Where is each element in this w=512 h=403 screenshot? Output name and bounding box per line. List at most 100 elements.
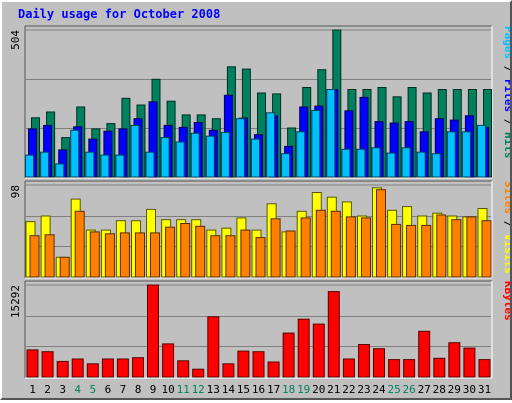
x-tick-label: 27 (418, 383, 431, 396)
bar-pages-day-17 (266, 112, 276, 178)
bar-pages-day-23 (356, 148, 366, 178)
bar-kbytes-day-7 (116, 358, 129, 378)
x-tick-label: 23 (357, 383, 370, 396)
bar-pages-day-24 (371, 147, 381, 178)
bar-kbytes-day-21 (327, 291, 340, 378)
chart-title: Daily usage for October 2008 (18, 7, 220, 21)
bar-sites-day-29 (451, 219, 462, 278)
bar-kbytes-day-2 (41, 351, 54, 378)
bar-sites-day-14 (225, 235, 236, 278)
x-tick-label: 26 (402, 383, 415, 396)
panel-3: 15292 KBytes (9, 280, 512, 379)
x-tick-label: 29 (448, 383, 461, 396)
bar-kbytes-day-16 (252, 351, 265, 378)
bar-pages-day-26 (401, 147, 411, 178)
bar-sites-day-23 (361, 217, 371, 278)
bar-pages-day-18 (281, 153, 291, 178)
x-tick-label: 30 (463, 383, 476, 396)
bar-pages-day-6 (100, 154, 110, 178)
x-tick-label: 9 (150, 383, 157, 396)
bar-sites-day-11 (180, 223, 191, 278)
bar-pages-day-3 (55, 163, 65, 178)
bar-kbytes-day-20 (312, 323, 325, 378)
bar-sites-day-12 (195, 225, 206, 278)
y-tick-label: 15292 (9, 285, 22, 318)
bar-sites-day-24 (376, 189, 386, 278)
bar-sites-day-27 (421, 224, 432, 278)
x-tick-label: 1 (29, 383, 36, 396)
bar-pages-day-27 (416, 151, 426, 178)
bar-kbytes-day-23 (358, 344, 370, 378)
bar-pages-day-1 (25, 154, 34, 178)
bar-kbytes-day-15 (237, 350, 250, 378)
bar-sites-day-22 (345, 216, 356, 278)
bar-pages-day-25 (386, 152, 396, 178)
bar-pages-day-16 (251, 138, 260, 178)
bar-kbytes-day-12 (192, 368, 205, 378)
bar-pages-day-29 (446, 131, 456, 178)
bar-kbytes-day-30 (463, 347, 476, 378)
bar-kbytes-day-25 (388, 359, 401, 378)
bar-pages-day-10 (160, 137, 170, 178)
bar-sites-day-25 (391, 223, 402, 278)
x-tick-label: 5 (89, 383, 96, 396)
bar-sites-day-21 (330, 210, 341, 278)
bar-pages-day-21 (326, 89, 336, 178)
bar-sites-day-17 (270, 218, 281, 278)
bar-pages-day-4 (70, 129, 80, 178)
bar-kbytes-day-28 (433, 357, 446, 378)
bar-kbytes-day-24 (373, 348, 385, 378)
legend-separator: / (502, 214, 510, 234)
bar-sites-day-16 (255, 237, 266, 278)
x-tick-label: 13 (207, 383, 220, 396)
x-tick-label: 17 (267, 383, 280, 396)
bar-kbytes-day-29 (448, 342, 461, 378)
bar-pages-day-15 (235, 118, 245, 178)
bar-kbytes-day-4 (71, 358, 84, 378)
legend: Pages / Files / Hits (502, 26, 510, 159)
bar-kbytes-day-14 (222, 363, 235, 378)
x-tick-label: 22 (342, 383, 355, 396)
x-tick-label: 15 (237, 383, 250, 396)
bar-pages-day-14 (220, 131, 230, 178)
bar-kbytes-day-19 (297, 318, 310, 378)
bar-kbytes-day-10 (162, 343, 175, 378)
legend-separator: / (502, 112, 510, 132)
bar-sites-day-30 (466, 216, 477, 278)
bar-sites-day-8 (135, 232, 145, 278)
panel-2: 98 Sites / Visits (9, 180, 512, 279)
bar-kbytes-day-13 (207, 316, 220, 378)
bar-kbytes-day-22 (342, 358, 355, 378)
bar-kbytes-day-11 (177, 360, 190, 378)
legend-sites: Sites (502, 181, 510, 214)
x-tick-label: 10 (161, 383, 174, 396)
x-tick-label: 2 (44, 383, 51, 396)
bar-kbytes-day-5 (86, 363, 99, 378)
x-tick-label: 11 (177, 383, 190, 396)
x-tick-label: 18 (282, 383, 295, 396)
bar-pages-day-9 (145, 151, 155, 178)
bar-sites-day-19 (300, 217, 311, 278)
x-tick-label: 8 (135, 383, 142, 396)
x-tick-label: 12 (192, 383, 205, 396)
legend-hits: Hits (502, 132, 510, 159)
bar-sites-day-2 (44, 234, 55, 278)
x-tick-label: 31 (478, 383, 491, 396)
bar-sites-day-4 (74, 210, 85, 278)
bar-sites-day-13 (210, 235, 221, 278)
bar-kbytes-day-26 (403, 359, 416, 378)
bar-kbytes-day-27 (418, 330, 431, 378)
legend: KBytes (502, 281, 510, 321)
bar-sites-day-26 (406, 224, 417, 278)
bar-sites-day-20 (315, 209, 326, 278)
x-tick-label: 16 (252, 383, 265, 396)
bar-pages-day-20 (311, 110, 321, 178)
legend-pages: Pages (502, 26, 510, 59)
bar-pages-day-2 (40, 151, 50, 178)
daily-usage-chart: Daily usage for October 2008 504 Pages / … (9, 7, 512, 396)
x-tick-label: 25 (387, 383, 400, 396)
bar-pages-day-13 (205, 135, 215, 178)
x-tick-label: 19 (297, 383, 310, 396)
bar-sites-day-3 (59, 256, 70, 278)
